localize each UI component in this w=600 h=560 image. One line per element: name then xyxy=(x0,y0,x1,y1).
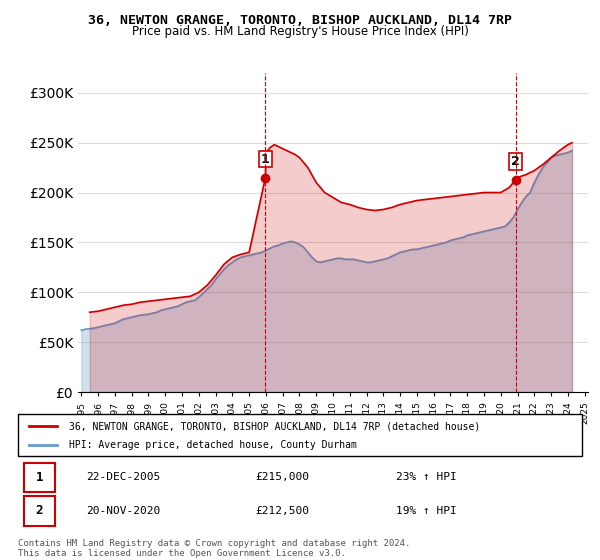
Text: 2: 2 xyxy=(35,505,43,517)
Text: HPI: Average price, detached house, County Durham: HPI: Average price, detached house, Coun… xyxy=(69,440,356,450)
FancyBboxPatch shape xyxy=(18,414,582,456)
Text: 23% ↑ HPI: 23% ↑ HPI xyxy=(396,473,457,482)
Text: £215,000: £215,000 xyxy=(255,473,309,482)
FancyBboxPatch shape xyxy=(23,463,55,492)
Text: 2: 2 xyxy=(511,155,520,168)
Text: 36, NEWTON GRANGE, TORONTO, BISHOP AUCKLAND, DL14 7RP: 36, NEWTON GRANGE, TORONTO, BISHOP AUCKL… xyxy=(88,14,512,27)
Text: £212,500: £212,500 xyxy=(255,506,309,516)
Text: 22-DEC-2005: 22-DEC-2005 xyxy=(86,473,160,482)
Text: 19% ↑ HPI: 19% ↑ HPI xyxy=(396,506,457,516)
Text: 20-NOV-2020: 20-NOV-2020 xyxy=(86,506,160,516)
Text: 36, NEWTON GRANGE, TORONTO, BISHOP AUCKLAND, DL14 7RP (detached house): 36, NEWTON GRANGE, TORONTO, BISHOP AUCKL… xyxy=(69,421,480,431)
Text: 1: 1 xyxy=(35,471,43,484)
Text: Contains HM Land Registry data © Crown copyright and database right 2024.
This d: Contains HM Land Registry data © Crown c… xyxy=(18,539,410,558)
Text: Price paid vs. HM Land Registry's House Price Index (HPI): Price paid vs. HM Land Registry's House … xyxy=(131,25,469,38)
FancyBboxPatch shape xyxy=(23,496,55,525)
Text: 1: 1 xyxy=(261,152,270,166)
